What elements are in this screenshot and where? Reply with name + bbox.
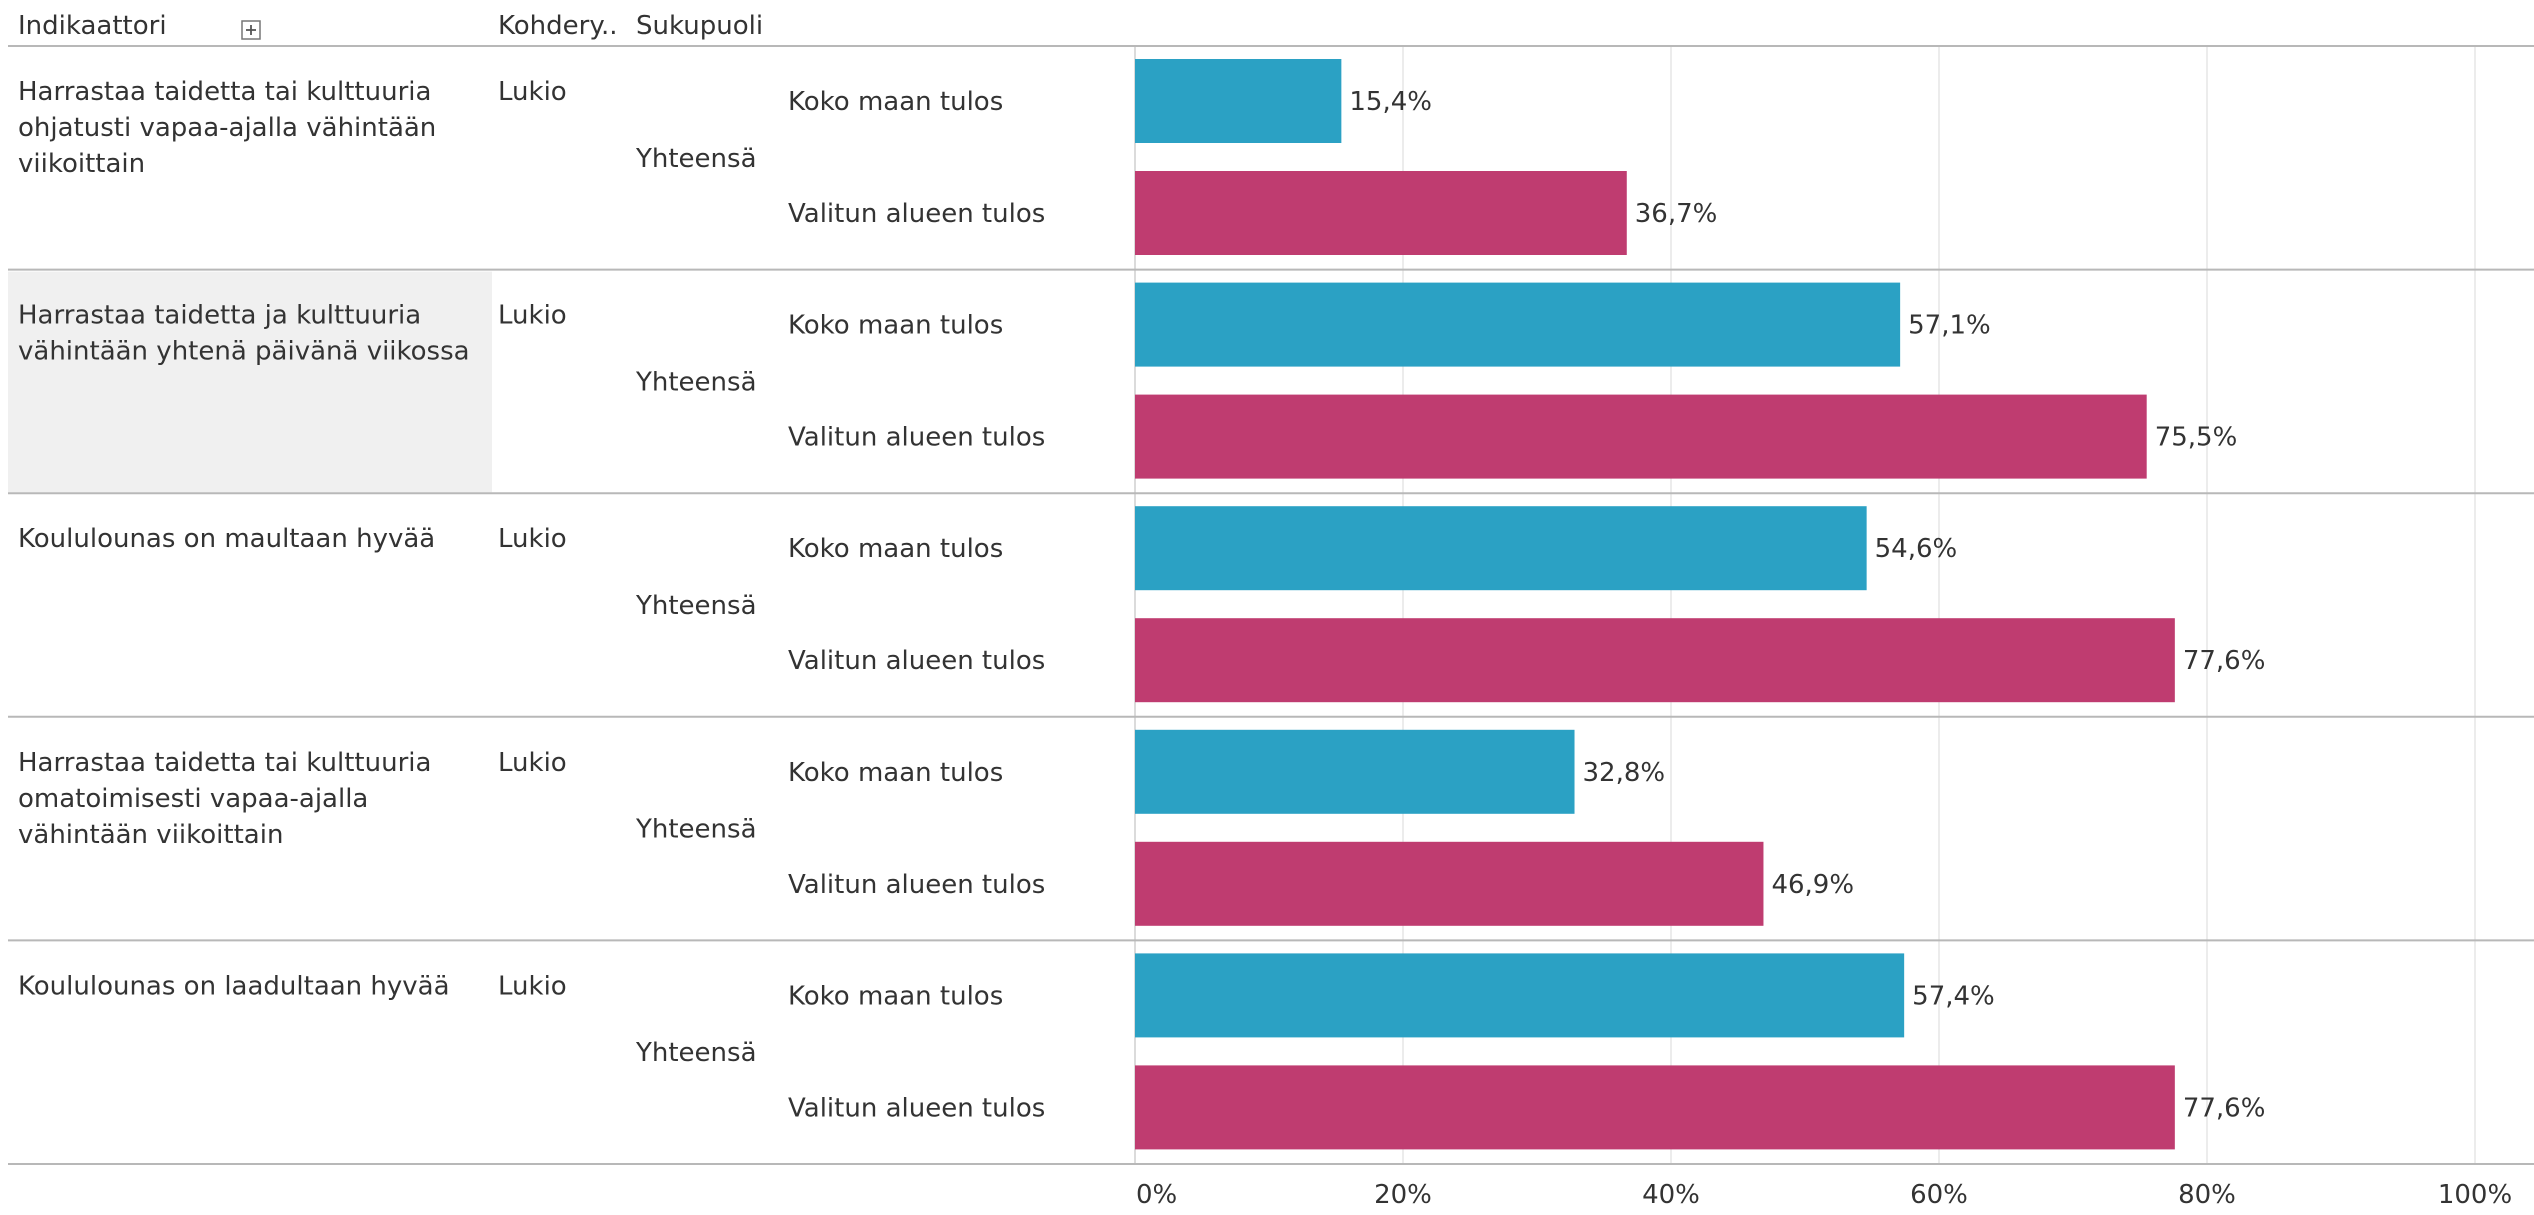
series-label: Koko maan tulos	[788, 758, 1003, 788]
series-label: Koko maan tulos	[788, 981, 1003, 1011]
indicator-label: Harrastaa taidetta tai kulttuuria	[18, 748, 431, 778]
bar-value-label: 36,7%	[1635, 199, 1718, 229]
bar-selected-area[interactable]	[1135, 395, 2147, 479]
x-tick-label: 60%	[1910, 1180, 1968, 1210]
gender-label: Yhteensä	[635, 815, 757, 845]
target-group-label: Lukio	[498, 524, 567, 554]
x-tick-label: 20%	[1374, 1180, 1432, 1210]
bar-value-label: 32,8%	[1583, 758, 1666, 788]
bar-value-label: 77,6%	[2183, 646, 2266, 676]
series-label: Valitun alueen tulos	[788, 423, 1045, 453]
bar-selected-area[interactable]	[1135, 618, 2175, 702]
bar-value-label: 54,6%	[1875, 534, 1958, 564]
series-label: Valitun alueen tulos	[788, 199, 1045, 229]
x-tick-label: 80%	[2178, 1180, 2236, 1210]
header-indicator: Indikaattori	[18, 11, 167, 41]
bar-selected-area[interactable]	[1135, 1065, 2175, 1149]
bar-national[interactable]	[1135, 730, 1575, 814]
gender-label: Yhteensä	[635, 367, 757, 397]
series-label: Valitun alueen tulos	[788, 646, 1045, 676]
indicator-label: viikoittain	[18, 149, 145, 179]
indicator-label: vähintään viikoittain	[18, 820, 283, 850]
bar-value-label: 77,6%	[2183, 1093, 2266, 1123]
bar-value-label: 46,9%	[1771, 870, 1854, 900]
indicator-label: Koululounas on laadultaan hyvää	[18, 971, 450, 1001]
series-label: Koko maan tulos	[788, 87, 1003, 117]
series-label: Koko maan tulos	[788, 311, 1003, 341]
x-tick-label: 40%	[1642, 1180, 1700, 1210]
target-group-label: Lukio	[498, 301, 567, 331]
x-tick-label: 100%	[2438, 1180, 2512, 1210]
target-group-label: Lukio	[498, 77, 567, 107]
header-gender: Sukupuoli	[636, 11, 763, 41]
bar-value-label: 15,4%	[1349, 87, 1432, 117]
gender-label: Yhteensä	[635, 1038, 757, 1068]
plus-box-icon[interactable]	[242, 21, 260, 39]
gender-label: Yhteensä	[635, 144, 757, 174]
bar-value-label: 57,1%	[1908, 311, 1991, 341]
bar-national[interactable]	[1135, 59, 1341, 143]
bar-value-label: 75,5%	[2155, 423, 2238, 453]
bar-national[interactable]	[1135, 953, 1904, 1037]
bar-selected-area[interactable]	[1135, 842, 1763, 926]
x-tick-label: 0%	[1136, 1180, 1177, 1210]
bar-national[interactable]	[1135, 283, 1900, 367]
bar-selected-area[interactable]	[1135, 171, 1627, 255]
target-group-label: Lukio	[498, 971, 567, 1001]
header-target-group: Kohdery..	[498, 11, 618, 41]
indicator-label: ohjatusti vapaa-ajalla vähintään	[18, 113, 436, 143]
indicator-label: Harrastaa taidetta tai kulttuuria	[18, 77, 431, 107]
series-label: Koko maan tulos	[788, 534, 1003, 564]
series-label: Valitun alueen tulos	[788, 870, 1045, 900]
bar-value-label: 57,4%	[1912, 981, 1995, 1011]
series-label: Valitun alueen tulos	[788, 1093, 1045, 1123]
indicator-label: Koululounas on maultaan hyvää	[18, 524, 435, 554]
indicator-label: Harrastaa taidetta ja kulttuuria	[18, 301, 421, 331]
target-group-label: Lukio	[498, 748, 567, 778]
indicator-label: omatoimisesti vapaa-ajalla	[18, 784, 368, 814]
indicator-label: vähintään yhtenä päivänä viikossa	[18, 337, 470, 367]
bar-national[interactable]	[1135, 506, 1867, 590]
gender-label: Yhteensä	[635, 591, 757, 621]
